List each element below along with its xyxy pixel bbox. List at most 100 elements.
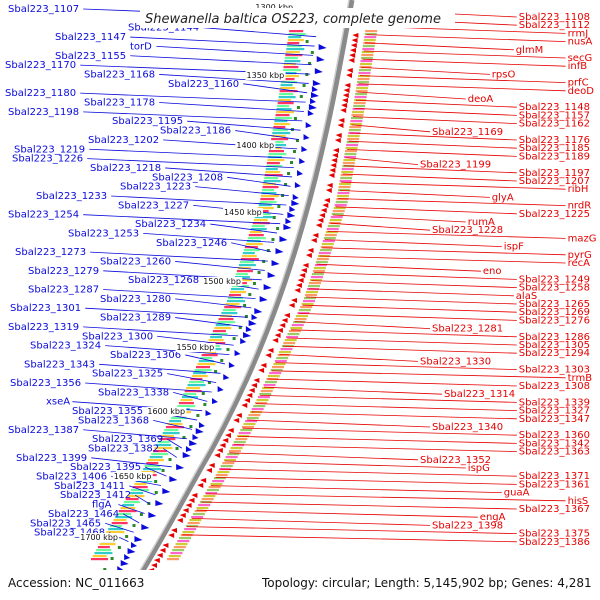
right-leader-line	[191, 518, 431, 526]
gc-segment	[274, 117, 292, 120]
left-leader-line	[195, 186, 289, 197]
gc-segment	[269, 147, 282, 150]
kbp-label-background	[175, 343, 216, 352]
right-leader-line	[279, 354, 419, 362]
reverse-gene-arrow	[324, 198, 330, 203]
left-gene-label: Sbal223_1355	[72, 406, 143, 417]
forward-gene-arrow	[176, 464, 185, 470]
reverse-gene-arrow	[352, 33, 359, 38]
cog-segment	[192, 513, 205, 516]
reverse-gene-arrow	[246, 393, 253, 398]
cog-segment	[271, 366, 284, 369]
right-gene-label: Sbal223_1199	[420, 160, 491, 171]
right-gene-label: trmB	[568, 373, 593, 384]
cog-segment	[270, 369, 283, 372]
gc-segment	[218, 318, 234, 321]
gc-segment	[271, 138, 289, 141]
gc-segment	[277, 105, 290, 108]
forward-gene-arrow	[162, 488, 171, 494]
gc-segment	[92, 555, 107, 558]
cog-segment	[279, 351, 292, 354]
right-gene-label: Sbal223_1308	[519, 381, 590, 392]
right-gene-label: Sbal223_1303	[519, 365, 590, 376]
right-leader-line	[233, 444, 517, 452]
right-leader-line	[256, 403, 517, 411]
reverse-gene-arrow	[274, 333, 281, 338]
cog-segment	[280, 348, 293, 351]
gc-segment	[188, 381, 204, 384]
gc-segment	[186, 387, 201, 390]
cog-segment	[240, 429, 253, 432]
reverse-gene-arrow	[310, 238, 317, 243]
reverse-gene-arrow	[346, 68, 353, 73]
gc-skew-dot	[154, 480, 158, 483]
gc-skew-dot	[299, 95, 303, 98]
gc-segment	[261, 192, 277, 195]
reverse-gene-arrow	[288, 303, 295, 308]
forward-gene-arrow	[189, 440, 198, 446]
right-gene-label: Sbal223_1249	[519, 274, 590, 285]
cog-segment	[324, 234, 337, 237]
reverse-gene-arrow	[331, 158, 338, 163]
right-leader-line	[361, 67, 490, 75]
gc-segment	[245, 243, 263, 246]
gc-skew-dot	[168, 458, 172, 461]
cog-segment	[364, 36, 377, 39]
right-gene-label: glyA	[492, 192, 514, 203]
forward-gene-arrow	[279, 236, 288, 242]
gc-segment	[255, 213, 271, 216]
right-leader-line	[350, 132, 517, 141]
right-leader-line	[347, 149, 517, 157]
gc-segment	[91, 558, 108, 561]
gc-skew-dot	[266, 249, 270, 252]
right-gene-label: Sbal223_1207	[519, 176, 590, 187]
gc-segment	[266, 162, 280, 165]
cog-segment	[347, 138, 360, 141]
gc-skew-dot	[296, 106, 300, 109]
gc-segment	[264, 174, 283, 177]
reverse-gene-arrow	[156, 553, 163, 558]
right-leader-line	[267, 378, 517, 387]
reverse-gene-arrow	[294, 288, 301, 293]
cog-segment	[354, 96, 367, 99]
right-gene-label: infB	[568, 61, 588, 72]
left-leader-line	[165, 167, 293, 178]
cog-segment	[241, 426, 254, 429]
gc-skew-dot	[308, 62, 312, 65]
gc-skew-dot	[262, 260, 266, 263]
right-leader-line	[359, 75, 566, 83]
left-gene-label: Sbal223_1227	[118, 200, 189, 211]
gc-segment	[235, 273, 248, 276]
cog-segment	[338, 186, 351, 189]
cog-segment	[300, 306, 313, 309]
right-leader-line	[365, 42, 514, 51]
cog-segment	[309, 279, 322, 282]
gc-segment	[99, 543, 116, 546]
gc-skew-dot	[276, 227, 280, 230]
left-gene-label: Sbal223_1412	[60, 490, 131, 501]
reverse-gene-arrow	[159, 548, 166, 553]
gc-skew-dot	[196, 414, 200, 417]
right-gene-label: Sbal223_1352	[420, 455, 491, 466]
gc-segment	[270, 144, 287, 147]
cog-segment	[353, 102, 366, 105]
reverse-gene-arrow	[299, 273, 306, 278]
gc-skew-dot	[226, 348, 230, 351]
gc-segment	[257, 207, 274, 210]
gc-segment	[266, 165, 283, 168]
forward-gene-arrow	[294, 182, 301, 188]
left-gene-label: Sbal223_1356	[10, 378, 81, 389]
right-gene-label: Sbal223_1185	[519, 143, 590, 154]
cog-segment	[274, 360, 287, 363]
left-gene-label: Sbal223_1186	[160, 126, 231, 137]
left-gene-label: Sbal223_1234	[135, 219, 206, 230]
forward-gene-arrow	[240, 338, 247, 344]
forward-gene-arrow	[134, 536, 143, 542]
reverse-gene-arrow	[326, 183, 333, 188]
right-leader-line	[355, 99, 517, 108]
gc-skew-dot	[293, 117, 297, 120]
reverse-gene-arrow	[295, 283, 302, 288]
gc-segment	[224, 306, 242, 309]
right-leader-line	[316, 263, 481, 272]
gc-segment	[280, 87, 296, 90]
